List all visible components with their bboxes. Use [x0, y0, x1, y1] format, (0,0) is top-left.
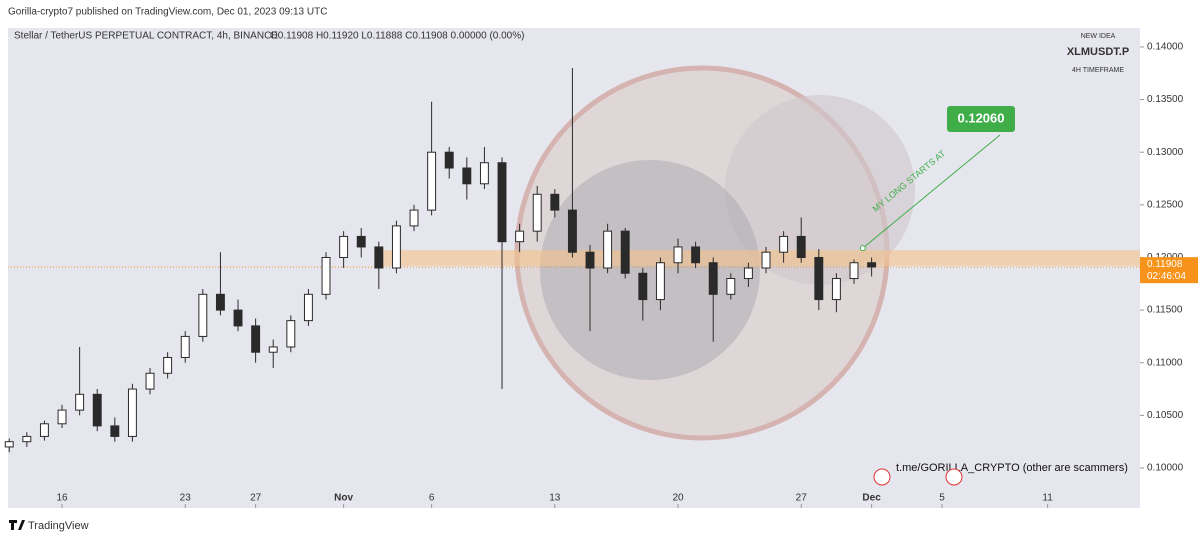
candle-body: [110, 425, 120, 437]
candle-body: [427, 151, 437, 211]
x-tick-label: 23: [180, 493, 192, 504]
candle-body: [339, 235, 349, 258]
idea-tag: NEW IDEA: [1081, 33, 1116, 40]
candle-body: [22, 435, 32, 443]
candle-body: [286, 320, 296, 348]
candle-body: [726, 278, 736, 295]
footer-note: t.me/GORILLA_CRYPTO (other are scammers): [896, 462, 1128, 474]
candle-body: [497, 162, 507, 243]
candle-body: [567, 209, 577, 253]
flag-icon: [945, 468, 963, 486]
candle-body: [655, 262, 665, 301]
y-tick-label: 0.10000: [1147, 463, 1184, 474]
candle-body: [444, 151, 454, 169]
candle-body: [761, 251, 771, 269]
y-tick-label: 0.12500: [1147, 199, 1184, 210]
candle-body: [92, 393, 102, 427]
y-tick-label: 0.13000: [1147, 147, 1184, 158]
brand-logo: [9, 520, 25, 530]
candle-body: [303, 293, 313, 322]
candle-body: [708, 262, 718, 295]
candle-body: [391, 225, 401, 269]
candle-body: [356, 235, 366, 248]
x-tick-label: 5: [939, 493, 945, 504]
candle-body: [691, 246, 701, 264]
x-tick-label: Dec: [862, 493, 881, 504]
symbol-title: Stellar / TetherUS PERPETUAL CONTRACT, 4…: [14, 31, 278, 42]
y-tick-label: 0.14000: [1147, 42, 1184, 53]
idea-symbol: XLMUSDT.P: [1067, 46, 1129, 58]
publish-line: Gorilla-crypto7 published on TradingView…: [8, 7, 327, 18]
zone: [378, 250, 1140, 266]
ohlc: O0.11908 H0.11920 L0.11888 C0.11908 0.00…: [270, 31, 524, 42]
target-box: [947, 106, 1015, 132]
candle-body: [251, 325, 261, 353]
candle-body: [4, 441, 14, 448]
candle-body: [145, 372, 155, 390]
arrow-line: [862, 134, 1001, 249]
candle-body: [867, 262, 877, 268]
last-price-box: [1140, 257, 1198, 284]
candle-body: [796, 235, 806, 258]
candle-body: [849, 262, 859, 280]
candle-body: [75, 393, 85, 411]
candle-body: [515, 230, 525, 243]
flag-icon: [873, 468, 891, 486]
y-tick-label: 0.13500: [1147, 94, 1184, 105]
candle-body: [57, 409, 67, 425]
idea-timeframe: 4H TIMEFRAME: [1072, 67, 1124, 74]
candle-body: [39, 423, 49, 437]
candle-body: [321, 256, 331, 295]
arrow-start: [859, 245, 866, 252]
target-label: 0.12060: [958, 110, 1005, 125]
y-tick-label: 0.11500: [1147, 305, 1183, 316]
countdown-label: 02:46:04: [1147, 271, 1186, 282]
candle-body: [163, 356, 173, 374]
x-tick-label: 16: [56, 493, 68, 504]
footer-brand: TradingView: [28, 520, 89, 532]
candle-body: [779, 235, 789, 253]
x-tick-label: 11: [1042, 493, 1053, 504]
candle-body: [532, 193, 542, 232]
candle-body: [831, 278, 841, 301]
x-tick-label: 13: [549, 493, 561, 504]
x-tick-label: Nov: [334, 493, 353, 504]
candle-body: [673, 246, 683, 264]
last-price-label: 0.11908: [1147, 259, 1183, 270]
candle-body: [743, 267, 753, 280]
x-tick-label: 27: [250, 493, 262, 504]
x-tick-label: 20: [672, 493, 684, 504]
candle-body: [127, 388, 137, 437]
x-tick-label: 6: [429, 493, 435, 504]
candle-body: [814, 256, 824, 301]
candle-body: [409, 209, 419, 227]
y-tick-label: 0.10500: [1147, 410, 1184, 421]
candle-body: [268, 346, 278, 353]
y-tick-label: 0.11000: [1147, 357, 1183, 368]
candle-body: [215, 293, 225, 311]
candle-body: [603, 230, 613, 269]
candle-body: [198, 293, 208, 337]
candle-body: [233, 309, 243, 327]
x-tick-label: 27: [796, 493, 808, 504]
candle-body: [462, 167, 472, 185]
candle-body: [374, 246, 384, 269]
candle-body: [620, 230, 630, 274]
candle-body: [585, 251, 595, 269]
candle-body: [638, 272, 648, 301]
candle-body: [550, 193, 560, 211]
candle-body: [180, 335, 190, 358]
candle-body: [479, 162, 489, 185]
